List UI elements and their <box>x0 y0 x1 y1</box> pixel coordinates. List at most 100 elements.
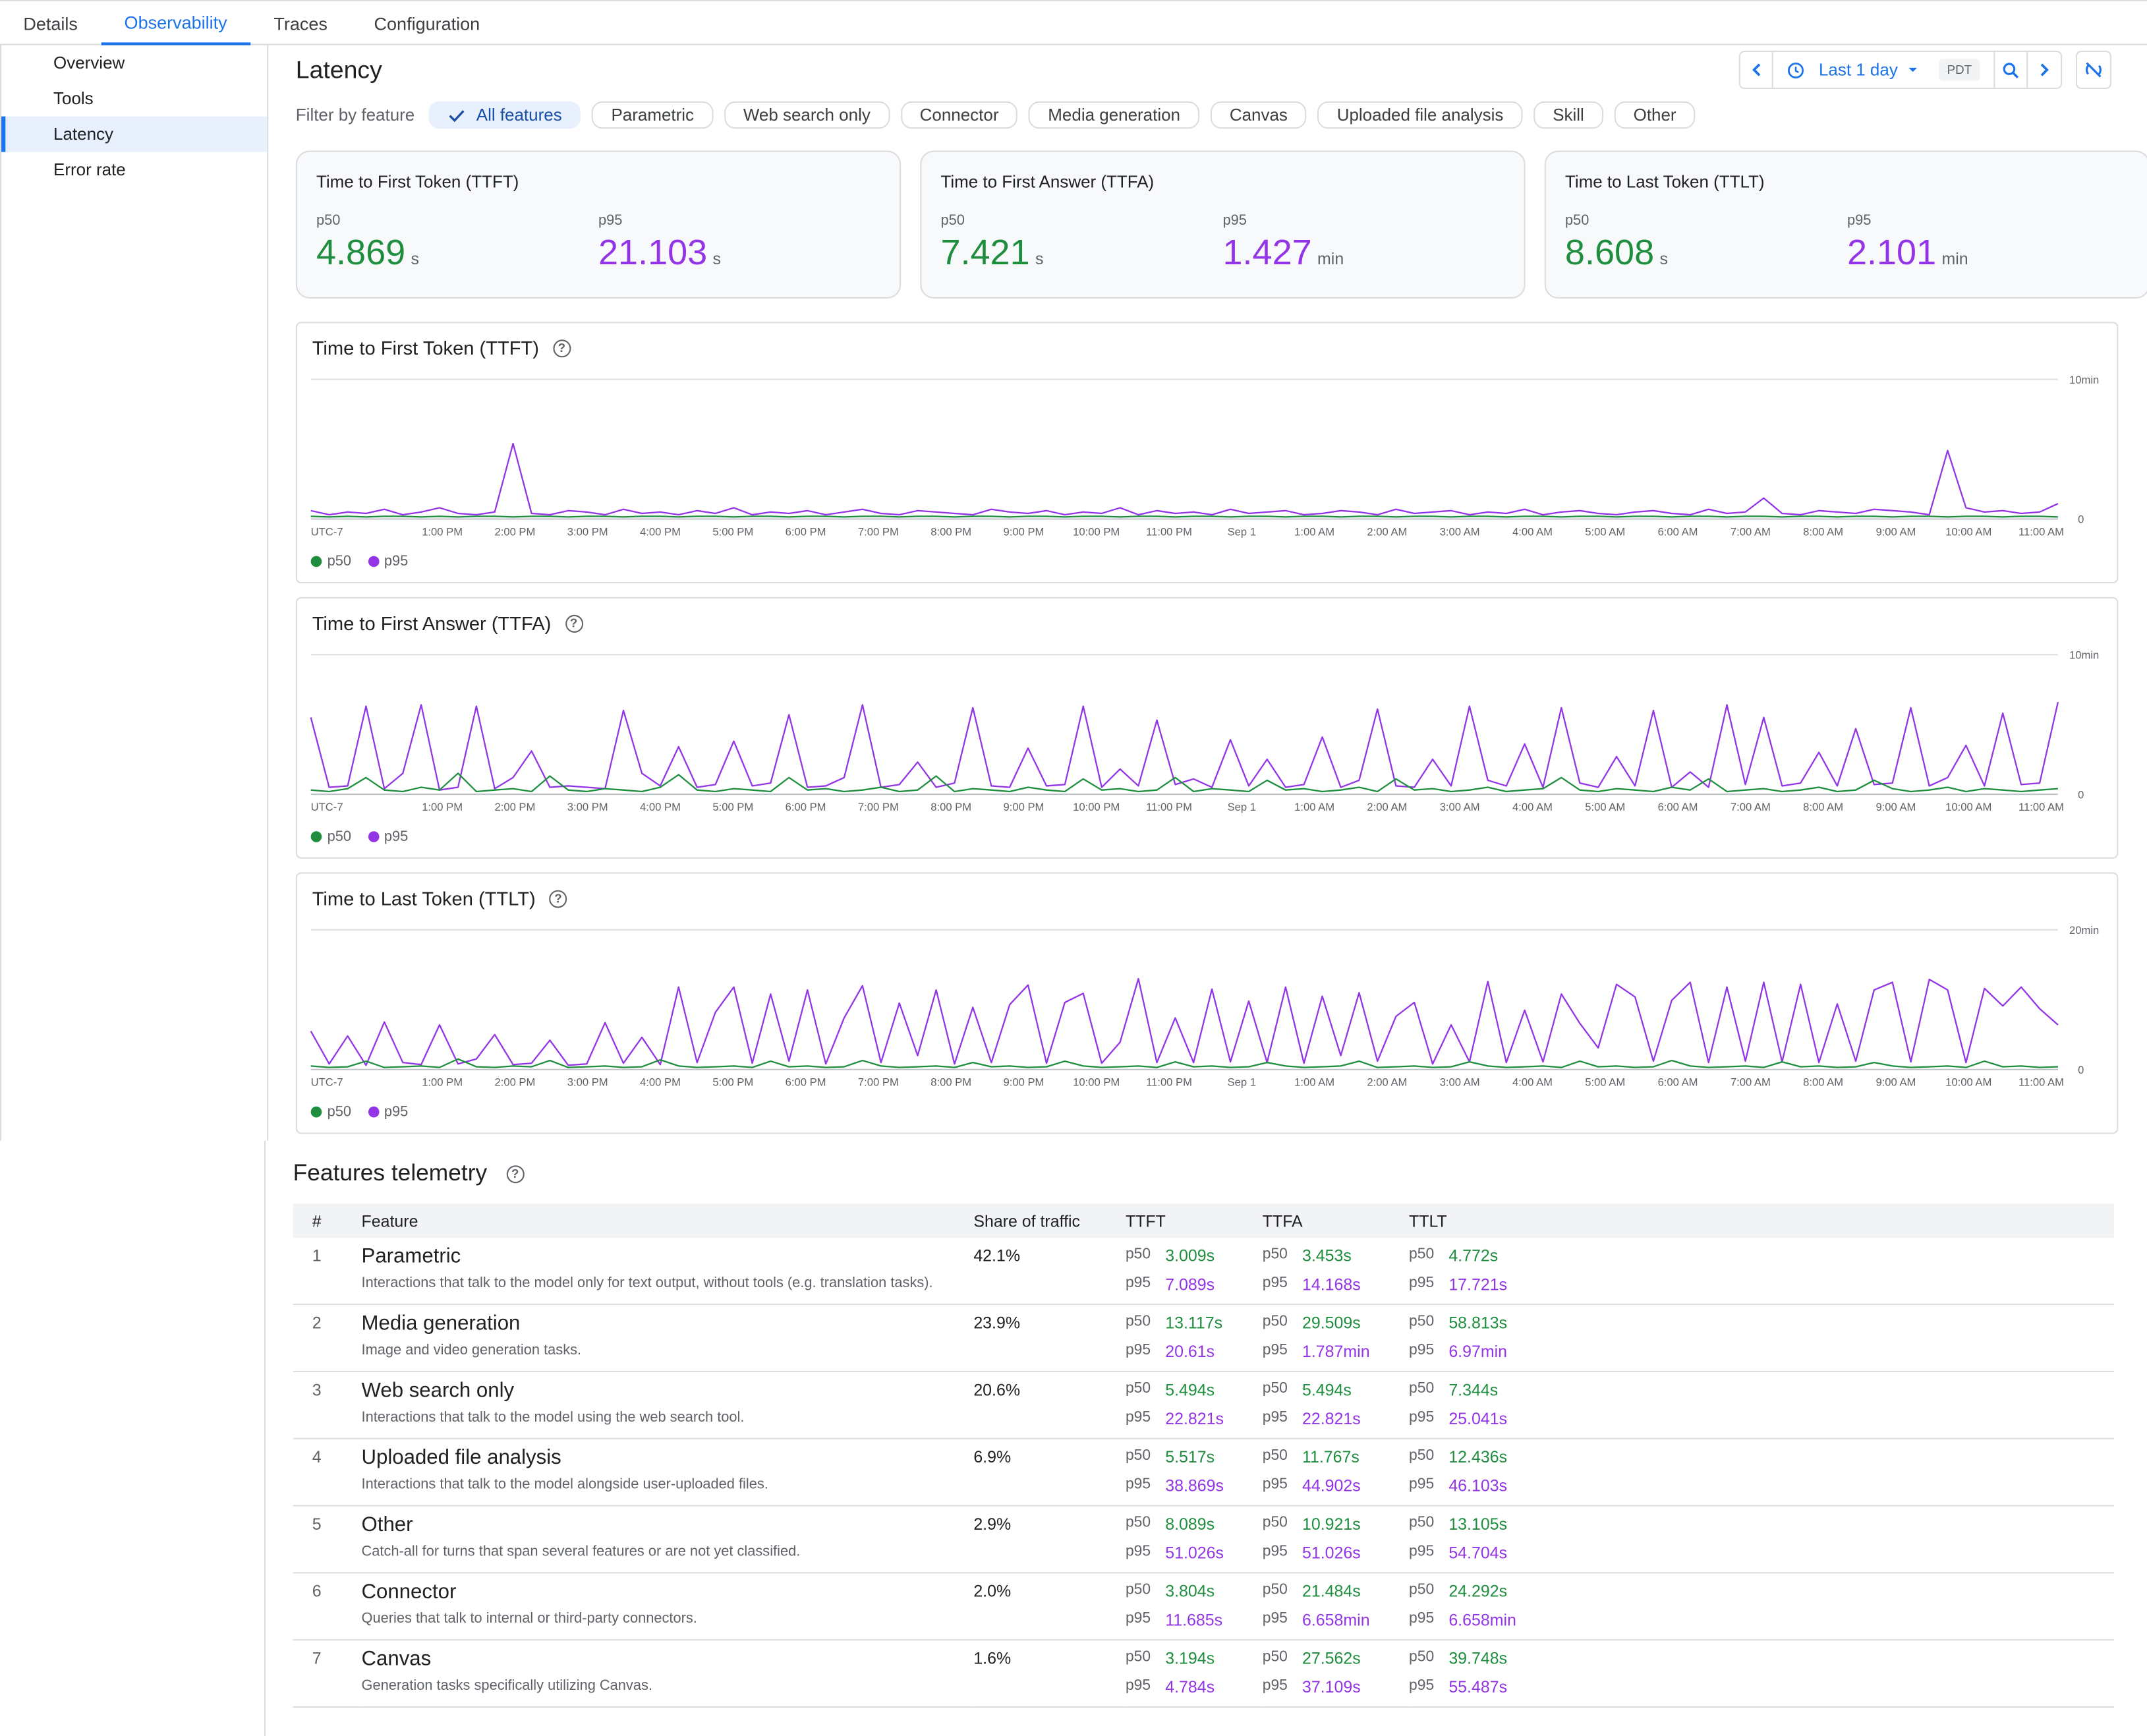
card-title: Time to First Answer (TTFA) <box>940 172 1155 192</box>
auto-refresh-toggle[interactable] <box>2075 50 2111 90</box>
ttfa-cell: p50 21.484s p95 6.658min <box>1262 1581 1370 1630</box>
row-index: 7 <box>312 1648 322 1668</box>
ttlt-cell: p50 7.344s p95 25.041s <box>1409 1380 1508 1429</box>
x-tick-label: 2:00 AM <box>1367 1076 1407 1089</box>
legend-p95: p95 <box>367 1104 408 1120</box>
zoom-button[interactable] <box>1995 51 2028 88</box>
ttft-cell: p50 13.117s p95 20.61s <box>1125 1313 1223 1362</box>
ttfa-p50-value: 10.921s <box>1302 1515 1361 1534</box>
x-tick-label: 2:00 PM <box>494 1076 535 1089</box>
p95-value: 21.103 s <box>598 231 722 273</box>
ttfa-p95-value: 51.026s <box>1302 1543 1361 1563</box>
ttft-cell: p50 3.194s p95 4.784s <box>1125 1648 1215 1697</box>
feature-name: Connector <box>361 1580 457 1604</box>
ttft-p95-value: 22.821s <box>1165 1409 1224 1429</box>
table-row[interactable]: 3 Web search only Interactions that talk … <box>293 1372 2115 1439</box>
sidebar-item-tools[interactable]: Tools <box>53 89 94 109</box>
share-of-traffic: 20.6% <box>973 1380 1021 1400</box>
x-tick-label: 7:00 AM <box>1731 525 1771 538</box>
previous-range-button[interactable] <box>1741 51 1774 88</box>
x-tick-label: UTC-7 <box>311 1076 343 1089</box>
ttft-cell: p50 3.009s p95 7.089s <box>1125 1246 1215 1294</box>
x-tick-label: 7:00 AM <box>1731 1076 1771 1089</box>
x-tick-label: 4:00 AM <box>1512 525 1553 538</box>
feature-name: Canvas <box>361 1647 432 1671</box>
y-tick-label-zero: 0 <box>2078 513 2084 526</box>
ttfa-p50-value: 11.767s <box>1302 1447 1360 1467</box>
ttfa-cell: p50 29.509s p95 1.787min <box>1262 1313 1370 1362</box>
time-range-select[interactable]: Last 1 day PDT <box>1773 51 1995 88</box>
x-tick-label: 10:00 PM <box>1073 525 1120 538</box>
sidebar-item-error-rate[interactable]: Error rate <box>53 160 126 180</box>
ttfa-cell: p50 27.562s p95 37.109s <box>1262 1648 1361 1697</box>
table-row[interactable]: 4 Uploaded file analysis Interactions tha… <box>293 1439 2115 1506</box>
ttft-p50-value: 3.009s <box>1165 1246 1215 1265</box>
ttfa-p95-value: 14.168s <box>1302 1275 1361 1294</box>
p95-label: p95 <box>1846 212 1872 229</box>
ttlt-p95-value: 17.721s <box>1448 1275 1508 1294</box>
x-tick-label: 1:00 AM <box>1294 801 1334 813</box>
tab-traces[interactable]: Traces <box>273 13 328 34</box>
x-tick-label: 8:00 AM <box>1803 801 1843 813</box>
sidebar-item-overview[interactable]: Overview <box>53 53 125 73</box>
chip-connector[interactable]: Connector <box>900 101 1018 129</box>
help-icon[interactable]: ? <box>552 339 571 357</box>
chip-all-features[interactable]: All features <box>428 101 581 129</box>
chip-media-generation[interactable]: Media generation <box>1029 101 1200 129</box>
p95-label: p95 <box>1222 212 1247 229</box>
x-tick-label: 11:00 AM <box>2018 1076 2064 1089</box>
chip-other[interactable]: Other <box>1614 101 1696 129</box>
ttft-p50-value: 8.089s <box>1165 1515 1215 1534</box>
x-tick-label: Sep 1 <box>1228 525 1256 538</box>
card-ttfa: Time to First Answer (TTFA) p50 7.421 s p9… <box>920 150 1526 299</box>
ttlt-p50-value: 24.292s <box>1448 1581 1508 1601</box>
card-ttft: Time to First Token (TTFT) p50 4.869 s p95… <box>295 150 902 299</box>
feature-description: Interactions that talk to the model alon… <box>361 1476 768 1493</box>
ttft-cell: p50 8.089s p95 51.026s <box>1125 1515 1224 1563</box>
table-row[interactable]: 1 Parametric Interactions that talk to th… <box>293 1238 2115 1305</box>
tab-observability[interactable]: Observability <box>101 1 251 45</box>
chip-skill[interactable]: Skill <box>1533 101 1603 129</box>
next-range-button[interactable] <box>2028 52 2061 88</box>
help-icon[interactable]: ? <box>565 614 583 632</box>
p50-label: p50 <box>1564 212 1589 229</box>
table-row[interactable]: 6 Connector Queries that talk to internal… <box>293 1573 2115 1640</box>
chip-canvas[interactable]: Canvas <box>1210 101 1307 129</box>
chart-ttlt-plot: 20min 0 UTC-7 1:00 PM 2:00 PM 3:00 PM 4:00 PM 5… <box>310 924 2099 1089</box>
x-tick-label: 1:00 PM <box>422 801 463 813</box>
help-icon[interactable]: ? <box>506 1165 525 1183</box>
table-row[interactable]: 5 Other Catch-all for turns that span sev… <box>293 1506 2115 1573</box>
ttfa-p50-value: 29.509s <box>1302 1313 1361 1333</box>
col-header-index: # <box>312 1211 322 1230</box>
ttlt-p95-value: 6.97min <box>1448 1342 1508 1362</box>
help-icon[interactable]: ? <box>549 889 567 908</box>
chart-ttft-plot: 10min 0 UTC-7 1:00 PM 2:00 PM 3:00 PM 4:00 PM 5… <box>310 374 2099 538</box>
sidebar-item-latency[interactable]: Latency <box>1 116 268 152</box>
legend-p95: p95 <box>367 553 408 569</box>
ttlt-p95-value: 55.487s <box>1448 1677 1508 1697</box>
tab-details[interactable]: Details <box>23 13 78 34</box>
col-header-ttft: TTFT <box>1125 1211 1166 1230</box>
share-of-traffic: 2.9% <box>973 1515 1012 1534</box>
x-tick-label: 3:00 PM <box>567 525 608 538</box>
y-tick-label-zero: 0 <box>2078 1064 2084 1076</box>
share-of-traffic: 42.1% <box>973 1246 1021 1265</box>
x-tick-label: 3:00 AM <box>1440 801 1480 813</box>
chip-web-search-only[interactable]: Web search only <box>724 101 890 129</box>
ttft-p50-value: 3.194s <box>1165 1648 1215 1668</box>
feature-filter: Filter by feature All features Parametri… <box>268 94 2147 135</box>
chip-uploaded-file-analysis[interactable]: Uploaded file analysis <box>1317 101 1523 129</box>
x-tick-label: 8:00 PM <box>930 1076 971 1089</box>
table-row[interactable]: 2 Media generation Image and video genera… <box>293 1304 2115 1372</box>
chip-parametric[interactable]: Parametric <box>592 101 714 129</box>
share-of-traffic: 23.9% <box>973 1313 1021 1333</box>
x-tick-label: 10:00 PM <box>1073 801 1120 813</box>
ttft-p50-value: 5.494s <box>1165 1380 1215 1400</box>
table-row[interactable]: 7 Canvas Generation tasks specifically ut… <box>293 1640 2115 1707</box>
series-line-p50 <box>310 1058 2058 1068</box>
timezone-badge: PDT <box>1939 59 1980 81</box>
x-tick-label: 4:00 AM <box>1512 801 1553 813</box>
x-tick-label: 4:00 AM <box>1512 1076 1553 1089</box>
x-tick-label: 4:00 PM <box>640 525 681 538</box>
tab-configuration[interactable]: Configuration <box>374 13 480 34</box>
